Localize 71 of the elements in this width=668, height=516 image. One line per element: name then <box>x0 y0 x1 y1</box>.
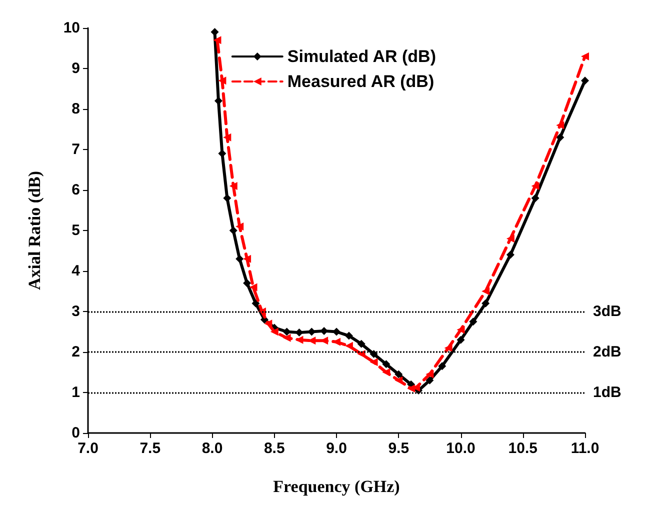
legend-label: Measured AR (dB) <box>287 72 434 91</box>
x-tick-label: 8.0 <box>202 440 223 457</box>
point <box>344 332 353 340</box>
point <box>252 299 260 308</box>
ref-line-label: 1dB <box>593 384 622 401</box>
point <box>270 328 278 336</box>
point <box>295 328 304 337</box>
point <box>236 222 244 230</box>
y-tick-label: 3 <box>72 303 80 320</box>
x-tick-label: 7.5 <box>140 440 161 457</box>
y-tick-label: 1 <box>72 384 80 401</box>
y-tick-label: 4 <box>72 262 81 280</box>
point <box>243 279 252 288</box>
point <box>236 254 244 263</box>
point <box>556 121 564 130</box>
point <box>426 370 434 378</box>
point <box>556 133 564 142</box>
y-tick-label: 0 <box>72 424 80 442</box>
ref-line-label: 2dB <box>593 344 622 360</box>
point <box>438 362 446 370</box>
point <box>482 287 490 296</box>
point <box>469 318 478 326</box>
y-tick-label: 10 <box>63 20 80 36</box>
x-tick-label: 10.5 <box>508 440 538 457</box>
point <box>213 36 222 44</box>
y-tick-label: 5 <box>72 222 80 239</box>
y-tick-label: 8 <box>72 100 80 118</box>
point <box>581 76 589 85</box>
point <box>456 326 465 334</box>
x-tick-label: 10.0 <box>446 440 476 457</box>
y-tick-label: 2 <box>72 344 80 360</box>
point <box>249 283 258 292</box>
y-tick-label: 9 <box>72 60 80 77</box>
ref-line-label: 3dB <box>593 303 622 320</box>
x-tick-label: 9.0 <box>326 440 347 457</box>
point <box>482 299 490 308</box>
point <box>531 182 540 190</box>
point <box>426 376 434 384</box>
point <box>456 336 465 344</box>
point <box>223 133 232 142</box>
y-tick-label: 7 <box>72 141 80 158</box>
point <box>332 328 340 336</box>
y-tick-label: 6 <box>72 182 80 198</box>
x-tick-label: 11.0 <box>570 440 600 457</box>
point <box>506 250 514 259</box>
y-axis-title: Axial Ratio (dB) <box>25 171 44 290</box>
point <box>382 368 390 376</box>
point <box>394 376 403 384</box>
point <box>370 358 378 366</box>
point <box>444 344 452 352</box>
point <box>218 76 226 85</box>
x-tick-label: 9.5 <box>388 440 410 457</box>
point <box>229 226 238 234</box>
point <box>531 194 540 202</box>
point <box>382 360 390 368</box>
point <box>229 182 238 190</box>
x-tick-label: 8.5 <box>264 440 285 457</box>
x-axis-title: Frequency (GHz) <box>273 477 400 496</box>
point <box>394 370 403 378</box>
point <box>357 340 366 348</box>
point <box>344 342 353 350</box>
point <box>295 336 304 344</box>
point <box>506 234 514 243</box>
point <box>243 254 252 263</box>
point <box>370 350 378 358</box>
legend-label: Simulated AR (dB) <box>287 47 436 66</box>
point <box>282 334 291 342</box>
x-tick-label: 7.0 <box>78 440 98 457</box>
point <box>581 52 589 60</box>
point <box>264 320 272 328</box>
point <box>223 194 232 202</box>
